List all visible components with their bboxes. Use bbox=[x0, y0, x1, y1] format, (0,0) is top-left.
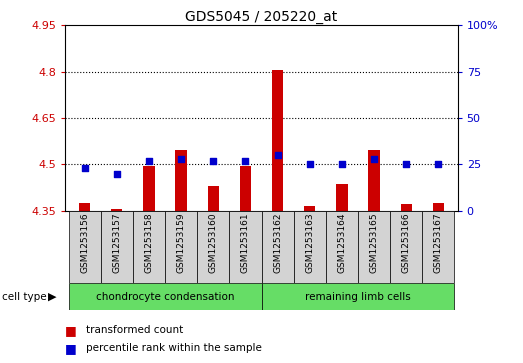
Point bbox=[305, 161, 314, 167]
Text: remaining limb cells: remaining limb cells bbox=[305, 292, 411, 302]
Bar bbox=[272, 70, 283, 211]
Bar bbox=[358, 211, 390, 283]
Bar bbox=[176, 150, 187, 211]
Bar bbox=[143, 166, 155, 211]
Bar bbox=[368, 150, 380, 211]
Point bbox=[274, 152, 282, 158]
Text: GSM1253165: GSM1253165 bbox=[370, 213, 379, 273]
Bar bbox=[69, 283, 262, 310]
Bar bbox=[326, 211, 358, 283]
Text: GSM1253161: GSM1253161 bbox=[241, 213, 250, 273]
Bar bbox=[230, 211, 262, 283]
Bar bbox=[390, 211, 422, 283]
Point bbox=[81, 165, 89, 171]
Text: GSM1253166: GSM1253166 bbox=[402, 213, 411, 273]
Bar bbox=[336, 184, 347, 211]
Point bbox=[402, 161, 411, 167]
Bar bbox=[165, 211, 197, 283]
Text: chondrocyte condensation: chondrocyte condensation bbox=[96, 292, 234, 302]
Text: GSM1253160: GSM1253160 bbox=[209, 213, 218, 273]
Bar bbox=[101, 211, 133, 283]
Title: GDS5045 / 205220_at: GDS5045 / 205220_at bbox=[185, 11, 338, 24]
Text: GSM1253158: GSM1253158 bbox=[144, 213, 153, 273]
Point bbox=[338, 161, 346, 167]
Text: GSM1253163: GSM1253163 bbox=[305, 213, 314, 273]
Text: GSM1253162: GSM1253162 bbox=[273, 213, 282, 273]
Point bbox=[434, 161, 442, 167]
Text: GSM1253167: GSM1253167 bbox=[434, 213, 443, 273]
Bar bbox=[208, 186, 219, 211]
Bar bbox=[262, 283, 454, 310]
Text: percentile rank within the sample: percentile rank within the sample bbox=[86, 343, 262, 354]
Text: ■: ■ bbox=[65, 342, 77, 355]
Bar bbox=[111, 209, 122, 211]
Text: ▶: ▶ bbox=[48, 292, 56, 302]
Text: GSM1253157: GSM1253157 bbox=[112, 213, 121, 273]
Text: GSM1253156: GSM1253156 bbox=[80, 213, 89, 273]
Bar bbox=[69, 211, 101, 283]
Text: GSM1253164: GSM1253164 bbox=[337, 213, 346, 273]
Bar bbox=[422, 211, 454, 283]
Point bbox=[241, 158, 249, 163]
Bar bbox=[262, 211, 293, 283]
Bar bbox=[401, 204, 412, 211]
Bar bbox=[79, 203, 90, 211]
Point bbox=[370, 156, 378, 162]
Bar bbox=[133, 211, 165, 283]
Bar bbox=[293, 211, 326, 283]
Bar bbox=[433, 203, 444, 211]
Point bbox=[112, 171, 121, 176]
Text: cell type: cell type bbox=[2, 292, 46, 302]
Point bbox=[209, 158, 218, 163]
Text: GSM1253159: GSM1253159 bbox=[177, 213, 186, 273]
Point bbox=[177, 156, 185, 162]
Point bbox=[145, 158, 153, 163]
Bar bbox=[240, 166, 251, 211]
Text: transformed count: transformed count bbox=[86, 325, 184, 335]
Text: ■: ■ bbox=[65, 324, 77, 337]
Bar bbox=[304, 206, 315, 211]
Bar bbox=[197, 211, 230, 283]
